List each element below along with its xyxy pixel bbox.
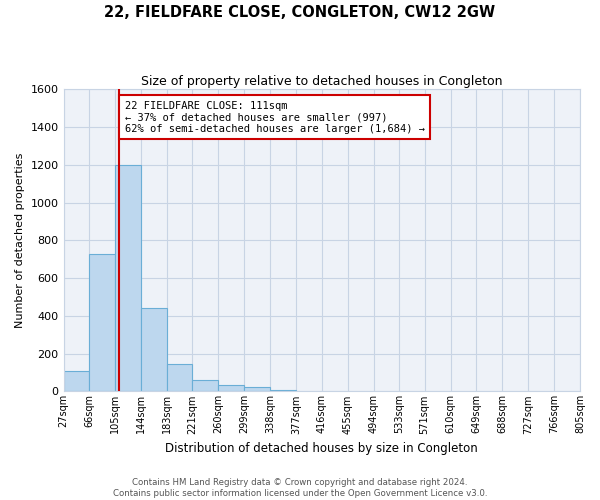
Bar [141, 308, 167, 392]
Bar [244, 386, 270, 392]
Bar [270, 390, 296, 392]
Bar [167, 364, 193, 392]
X-axis label: Distribution of detached houses by size in Congleton: Distribution of detached houses by size … [166, 442, 478, 455]
Bar [115, 164, 141, 392]
Bar [89, 254, 115, 392]
Title: Size of property relative to detached houses in Congleton: Size of property relative to detached ho… [141, 75, 503, 88]
Text: Contains HM Land Registry data © Crown copyright and database right 2024.
Contai: Contains HM Land Registry data © Crown c… [113, 478, 487, 498]
Text: 22, FIELDFARE CLOSE, CONGLETON, CW12 2GW: 22, FIELDFARE CLOSE, CONGLETON, CW12 2GW [104, 5, 496, 20]
Bar [218, 385, 244, 392]
Text: 22 FIELDFARE CLOSE: 111sqm
← 37% of detached houses are smaller (997)
62% of sem: 22 FIELDFARE CLOSE: 111sqm ← 37% of deta… [125, 100, 425, 134]
Y-axis label: Number of detached properties: Number of detached properties [15, 152, 25, 328]
Bar [64, 370, 89, 392]
Bar [193, 380, 218, 392]
